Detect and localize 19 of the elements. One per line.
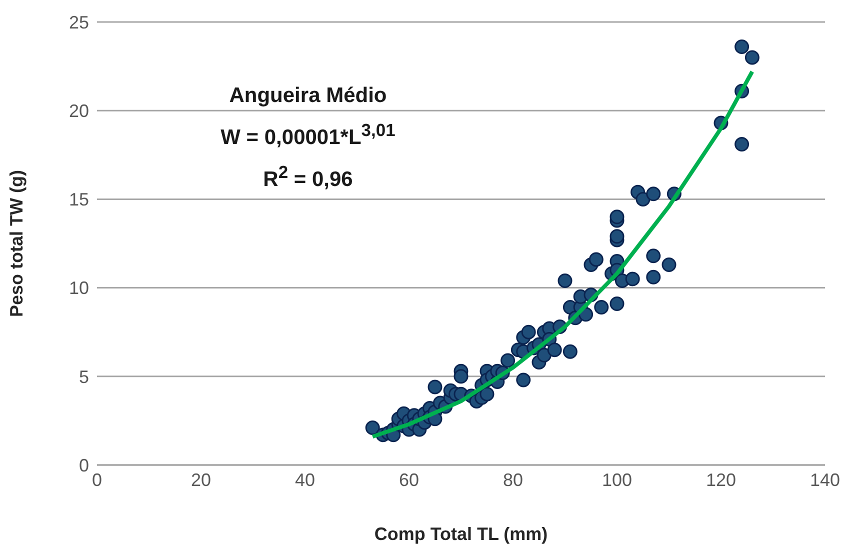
y-tick-label: 5: [78, 366, 89, 387]
x-tick-label: 140: [810, 470, 840, 490]
y-axis-title: Peso total TW (g): [6, 170, 26, 317]
y-tick-label: 0: [78, 455, 89, 476]
annotation: W = 0,00001*L$^{3,01}$: [220, 119, 396, 151]
y-tick-label: 25: [68, 12, 89, 32]
x-tick-label: 60: [398, 470, 420, 490]
y-tick-label: 20: [68, 100, 89, 121]
x-tick-label: 100: [602, 470, 632, 490]
annotation: R$^{2}$ = 0,96: [262, 161, 354, 193]
x-tick-label: 0: [92, 470, 102, 490]
annotation: Angueira Médio: [228, 83, 388, 109]
y-tick-label: 15: [68, 190, 89, 210]
x-tick-label: 40: [294, 470, 316, 490]
x-tick-label: 80: [502, 470, 524, 490]
x-tick-label: 120: [706, 470, 736, 490]
x-tick-label: 20: [190, 470, 212, 490]
y-tick-label: 10: [68, 278, 89, 298]
x-axis-title: Comp Total TL (mm): [374, 524, 548, 544]
